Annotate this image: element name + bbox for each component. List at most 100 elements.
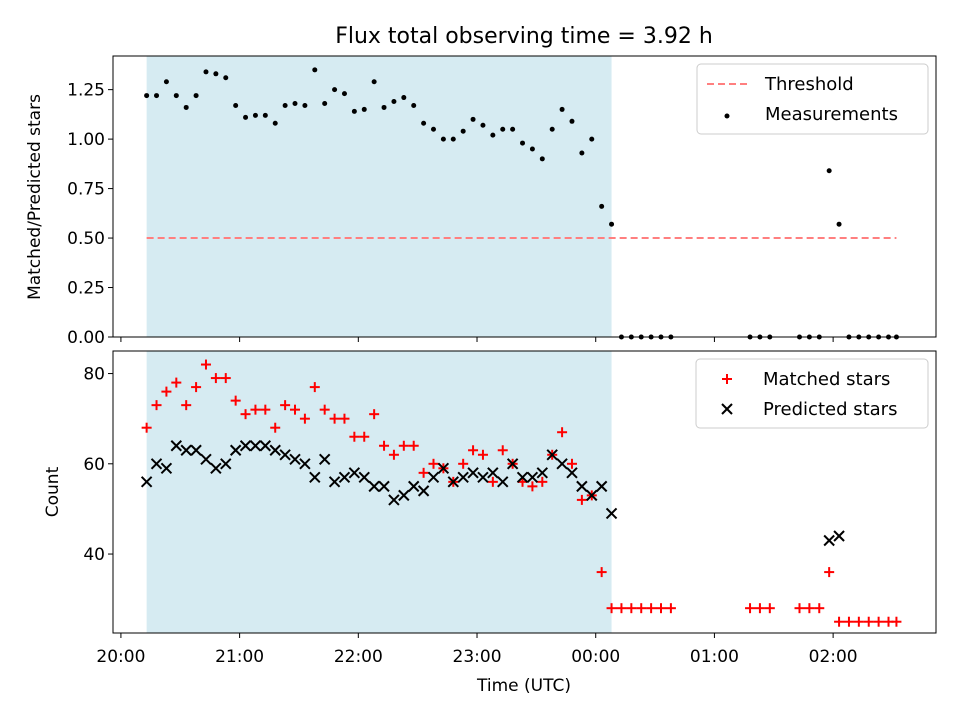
legend-matched-label: Matched stars [763, 369, 890, 390]
matched-point [171, 377, 182, 388]
predicted-point [378, 480, 390, 493]
predicted-point [309, 471, 321, 484]
measurement-point [183, 104, 189, 110]
predicted-point [190, 444, 202, 456]
top-legend-box [696, 63, 929, 135]
matched-point [200, 359, 211, 370]
top-axes-frame [112, 55, 937, 338]
matched-point [329, 413, 340, 424]
measurement-point [609, 221, 615, 227]
matched-point [230, 395, 241, 406]
predicted-point [210, 462, 222, 475]
measurement-point [312, 67, 318, 73]
matched-point [745, 603, 756, 614]
measurement-point [411, 102, 417, 108]
predicted-point [497, 476, 509, 488]
measurement-point [579, 150, 585, 156]
predicted-point [427, 471, 440, 484]
predicted-point [160, 462, 173, 475]
matched-point [388, 449, 399, 460]
top-x-tick-marks [120, 337, 834, 342]
measurement-point [520, 140, 526, 146]
x-tick-label: 23:00 [453, 647, 502, 667]
measurement-point [381, 104, 387, 110]
matched-point [834, 616, 845, 627]
measurement-point [470, 116, 476, 122]
bottom-y-axis: 40 60 80 [83, 365, 113, 565]
matched-point [804, 603, 815, 614]
matched-point [497, 445, 508, 456]
predicted-point [279, 449, 291, 461]
y-tick-label: 0.25 [67, 279, 105, 299]
y-tick-label: 0.00 [67, 328, 105, 348]
measurement-point [252, 112, 258, 118]
predicted-point [467, 467, 479, 479]
predicted-point [516, 471, 529, 484]
measurement-point [361, 106, 367, 112]
matched-point [191, 382, 202, 393]
y-tick-label: 0.50 [67, 229, 105, 249]
measurement-point [589, 136, 595, 142]
predicted-point [823, 534, 835, 547]
predicted-point [546, 449, 558, 461]
matched-point [359, 431, 370, 442]
legend-predicted-swatch [721, 403, 733, 415]
x-axis-label: Time (UTC) [476, 676, 571, 696]
matched-point [408, 440, 419, 451]
measurement-point [302, 102, 308, 108]
bottom-x-axis: 20:00 21:00 22:00 23:00 00:00 01:00 02:00 [96, 633, 858, 667]
measurement-point [233, 102, 239, 108]
predicted-point [249, 440, 262, 452]
matched-point [280, 400, 291, 411]
predicted-point [170, 440, 183, 452]
matched-point [814, 603, 825, 614]
matched-point [646, 603, 657, 614]
matched-point [290, 404, 301, 415]
x-tick-label: 01:00 [690, 647, 739, 667]
matched-point [853, 616, 864, 627]
predicted-point [140, 476, 153, 488]
measurement-points [144, 67, 899, 340]
predicted-point [229, 444, 242, 456]
measurement-point [193, 93, 199, 99]
matched-point [754, 603, 765, 614]
matched-point [527, 481, 538, 492]
matched-point [891, 616, 902, 627]
matched-point [576, 494, 587, 505]
predicted-point [388, 494, 400, 506]
predicted-point [180, 444, 192, 456]
predicted-point [358, 471, 370, 484]
measurement-point [529, 146, 535, 152]
matched-point [843, 616, 854, 627]
predicted-points [140, 440, 845, 547]
matched-point [537, 476, 548, 487]
measurement-point [144, 93, 150, 99]
matched-point [161, 386, 172, 397]
predicted-point [200, 453, 212, 465]
y-tick-label: 80 [83, 365, 105, 385]
measurement-point [223, 75, 229, 81]
matched-point [626, 603, 637, 614]
x-tick-label: 22:00 [334, 647, 383, 667]
measurement-point [480, 122, 486, 128]
measurement-point [203, 69, 209, 75]
measurement-point [391, 99, 397, 105]
matched-point [794, 603, 805, 614]
matched-point [250, 404, 261, 415]
matched-point [349, 431, 360, 442]
bottom-legend: Matched stars Predicted stars [695, 358, 929, 429]
predicted-point [833, 530, 845, 542]
matched-point [596, 567, 607, 578]
bottom-band [146, 351, 612, 633]
predicted-point [338, 471, 351, 484]
matched-point [764, 603, 775, 614]
bottom-y-axis-label: Count [43, 466, 63, 517]
predicted-point [220, 458, 232, 470]
top-y-axis: 0.00 0.25 0.50 0.75 1.00 1.25 [67, 81, 113, 348]
predicted-point [447, 476, 459, 488]
measurement-point [826, 168, 832, 174]
matched-point [379, 440, 390, 451]
matched-point [299, 413, 310, 424]
measurement-point [292, 100, 298, 106]
matched-point [398, 440, 409, 451]
